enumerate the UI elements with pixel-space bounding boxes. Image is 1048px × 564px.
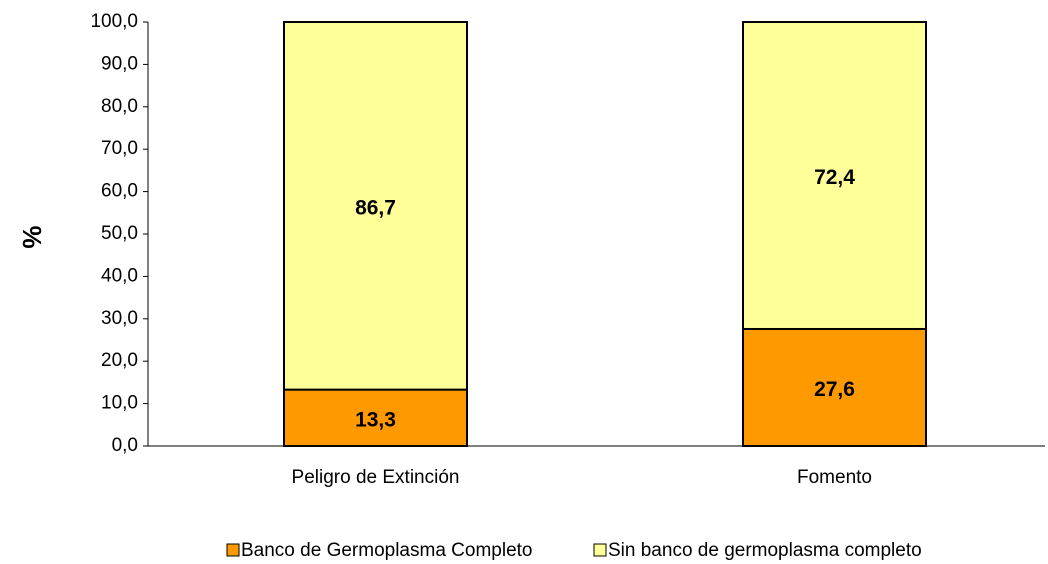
y-tick-label: 80,0 xyxy=(101,96,138,117)
bar-segment xyxy=(283,388,468,447)
legend-swatch xyxy=(226,543,240,557)
y-tick-label: 90,0 xyxy=(101,53,138,74)
legend-label: Sin banco de germoplasma completo xyxy=(608,540,922,561)
bar-segment xyxy=(742,327,927,448)
y-tick-label: 20,0 xyxy=(101,350,138,371)
value-label: 27,6 xyxy=(814,378,855,401)
y-tick-label: 40,0 xyxy=(101,265,138,286)
x-tick-label: Fomento xyxy=(797,467,872,488)
y-tick-label: 10,0 xyxy=(101,393,138,414)
y-axis-label: % xyxy=(17,225,47,248)
legend-swatch xyxy=(593,543,607,557)
bar-segment xyxy=(742,21,927,330)
y-tick-label: 0,0 xyxy=(112,435,138,456)
value-label: 72,4 xyxy=(814,166,855,189)
value-label: 13,3 xyxy=(355,408,396,431)
value-label: 86,7 xyxy=(355,196,396,219)
y-tick-label: 60,0 xyxy=(101,181,138,202)
y-tick-label: 50,0 xyxy=(101,223,138,244)
y-tick-label: 70,0 xyxy=(101,138,138,159)
y-tick-label: 30,0 xyxy=(101,308,138,329)
bar-segment xyxy=(283,21,468,391)
legend-label: Banco de Germoplasma Completo xyxy=(241,540,532,561)
y-tick-label: 100,0 xyxy=(90,11,138,32)
x-tick-label: Peligro de Extinción xyxy=(292,467,460,488)
